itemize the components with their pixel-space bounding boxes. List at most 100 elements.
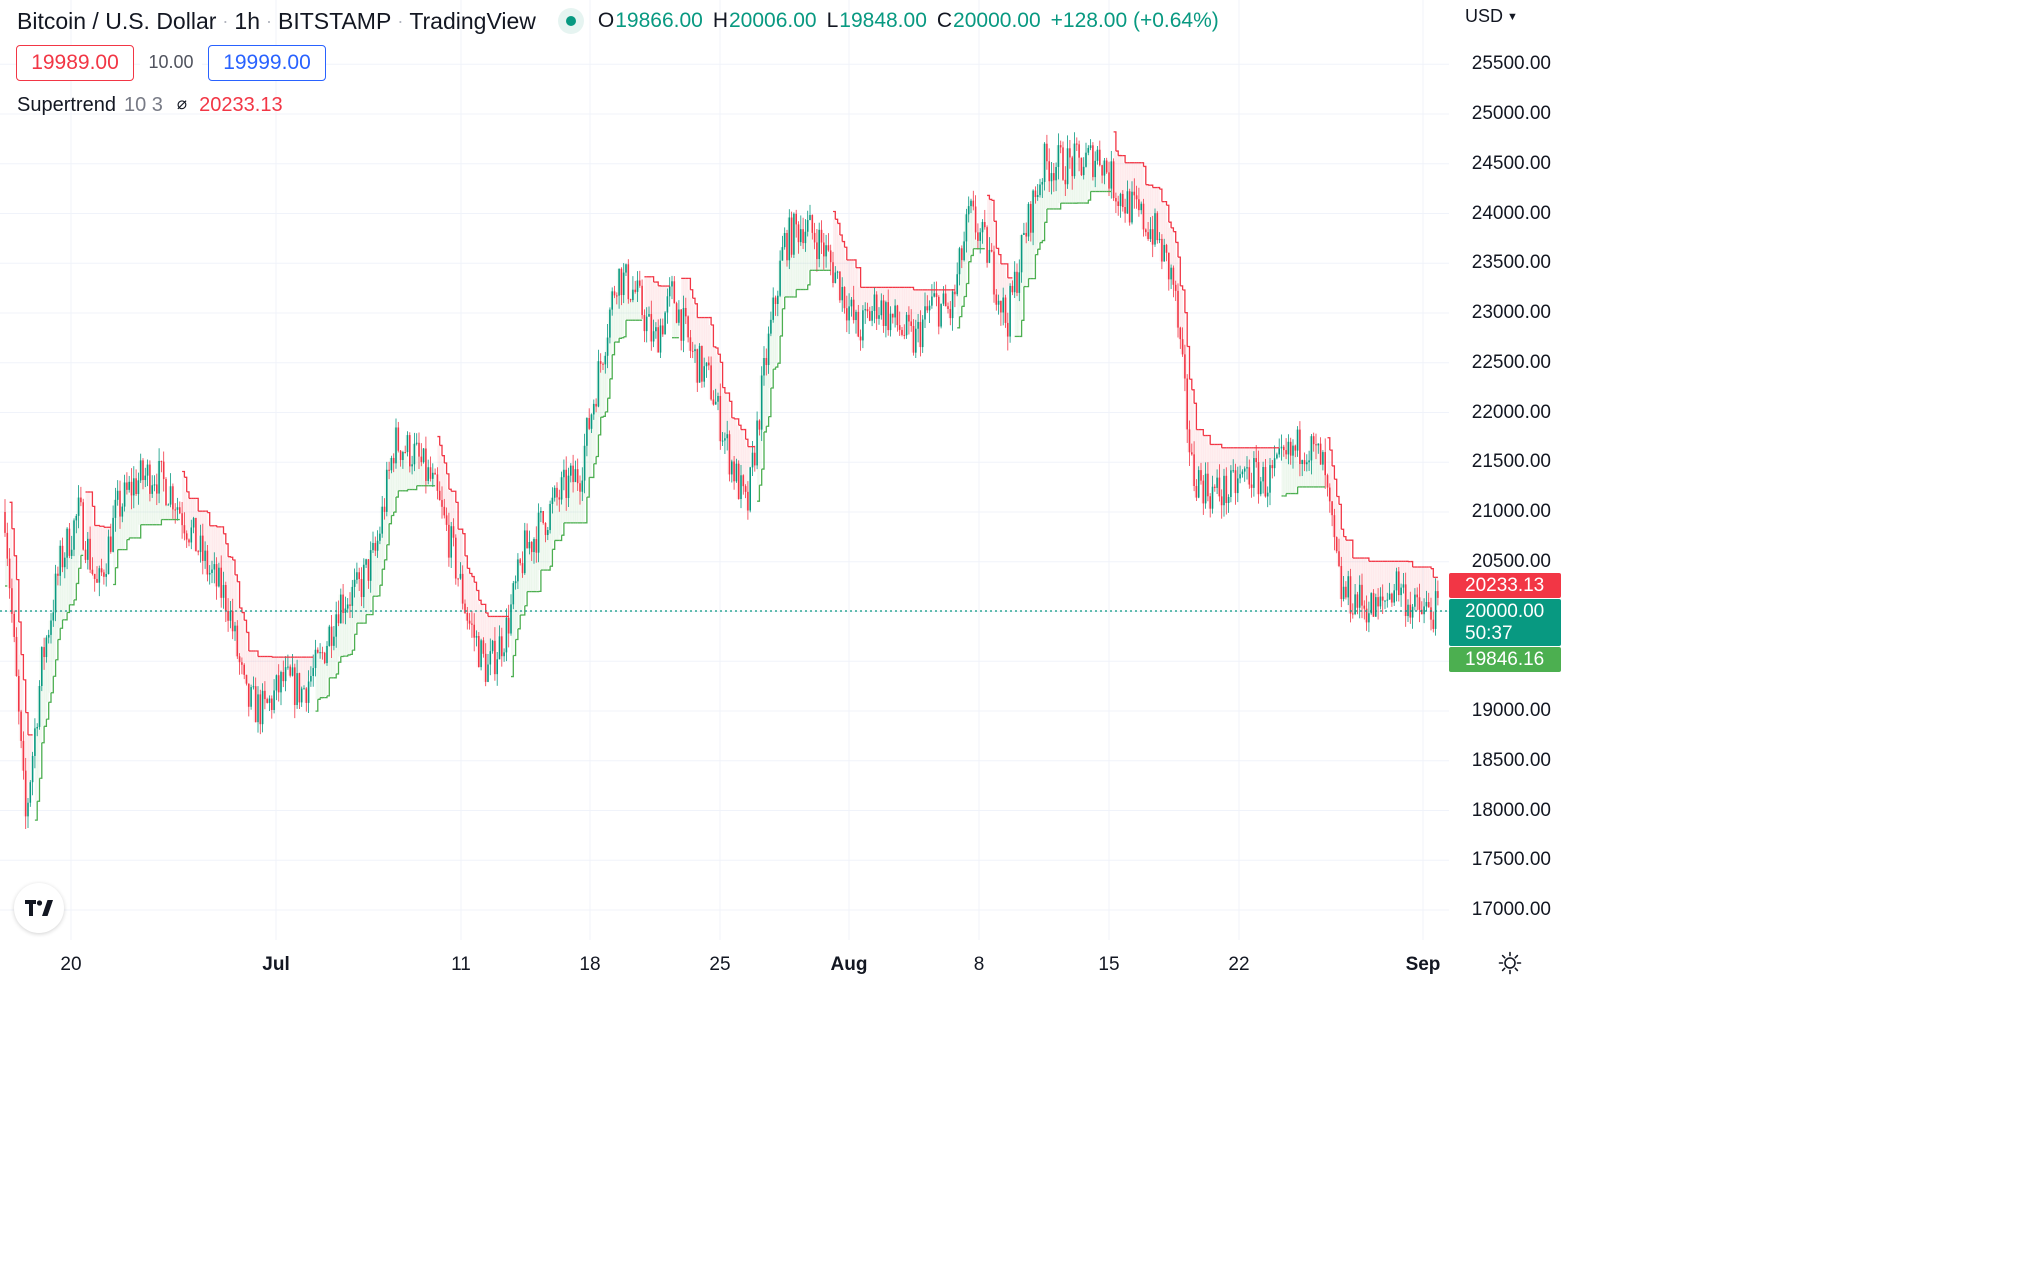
supertrend-fill-segment (320, 652, 323, 698)
supertrend-fill-segment (557, 499, 560, 541)
candle-body (1191, 452, 1193, 455)
candle-body (121, 506, 124, 517)
supertrend-up-line (113, 567, 117, 586)
supertrend-fill-segment (952, 289, 956, 295)
supertrend-fill-segment (536, 512, 539, 592)
supertrend-fill-segment (228, 557, 231, 611)
supertrend-up-line (586, 477, 590, 498)
candle-body (1361, 584, 1363, 606)
supertrend-fill-segment (462, 555, 466, 613)
candle-body (542, 510, 544, 523)
tradingview-logo-icon[interactable] (14, 883, 64, 933)
supertrend-down-line (453, 490, 457, 503)
candle-body (105, 574, 107, 577)
supertrend-fill-segment (1424, 567, 1427, 602)
candle-body (1356, 594, 1359, 608)
candle-body (537, 512, 540, 553)
candle-body (321, 652, 324, 654)
buy-price-button[interactable]: 19999.00 (208, 45, 326, 81)
supertrend-fill-segment (793, 224, 797, 290)
interval-label[interactable]: 1h (234, 7, 260, 34)
supertrend-down-line (1157, 186, 1161, 190)
candle-body (1430, 607, 1432, 620)
indicator-legend-supertrend[interactable]: Supertrend 10 3 ⌀ 20233.13 (17, 94, 283, 117)
candle-body (372, 542, 374, 551)
supertrend-fill-segment (787, 217, 790, 297)
candle-body (931, 296, 933, 306)
supertrend-fill-segment (258, 656, 261, 725)
supertrend-fill-segment (1053, 167, 1057, 209)
currency-label[interactable]: USD (1465, 6, 1504, 26)
candle-body (935, 293, 938, 297)
candle-body (243, 664, 245, 675)
supertrend-down-line (9, 501, 13, 529)
candle-body (846, 308, 848, 321)
candle-body (241, 662, 243, 665)
supertrend-down-line (18, 621, 22, 655)
candle-body (767, 333, 770, 366)
supertrend-fill-segment (1221, 447, 1225, 476)
candle-body (668, 286, 671, 297)
market-status-icon[interactable] (557, 8, 584, 34)
candle-body (480, 640, 482, 668)
candle-body (1181, 339, 1184, 355)
currency-selector[interactable]: USD ▼ (1465, 6, 1518, 27)
supertrend-fill-segment (1196, 429, 1199, 471)
candle-body (436, 474, 439, 491)
candle-body (75, 515, 78, 521)
supertrend-up-line (768, 388, 772, 418)
candle-body (894, 305, 896, 318)
supertrend-fill-segment (1000, 263, 1004, 298)
candle-body (956, 274, 958, 295)
symbol-name[interactable]: Bitcoin / U.S. Dollar (17, 7, 217, 34)
supertrend-fill-segment (566, 475, 569, 523)
supertrend-fill-segment (1251, 447, 1255, 459)
supertrend-fill-segment (639, 315, 643, 321)
candle-body (89, 538, 91, 570)
candle-body (967, 206, 970, 215)
supertrend-up-line (352, 634, 356, 651)
indicator-name[interactable]: Supertrend (17, 94, 116, 116)
candle-body (742, 475, 745, 487)
supertrend-up-line (67, 604, 71, 614)
candle-body (701, 345, 703, 382)
supertrend-fill-segment (1173, 242, 1176, 291)
candle-body (158, 460, 160, 494)
supertrend-fill-segment (1148, 185, 1151, 230)
sell-price-button[interactable]: 19989.00 (16, 45, 134, 81)
supertrend-fill-segment (948, 289, 951, 319)
candle-body (103, 572, 105, 577)
supertrend-down-line (1207, 434, 1211, 445)
candle-body (328, 626, 331, 646)
supertrend-up-line (57, 628, 61, 641)
hidden-eye-icon[interactable]: ⌀ (176, 94, 188, 113)
candle-body (1131, 191, 1133, 223)
supertrend-fill-segment (1357, 558, 1360, 585)
supertrend-down-line (987, 194, 991, 200)
candle-body (758, 420, 761, 430)
price-chart[interactable] (0, 0, 1565, 984)
supertrend-fill-segment (1419, 567, 1423, 615)
chart-settings-button[interactable] (1497, 950, 1523, 976)
supertrend-fill-segment (770, 297, 774, 370)
candle-body (229, 610, 232, 621)
supertrend-fill-segment (605, 337, 608, 399)
supertrend-fill-segment (352, 579, 355, 635)
candle-body (1076, 143, 1078, 145)
supertrend-fill-segment (1247, 447, 1250, 485)
supertrend-fill-segment (865, 287, 868, 312)
supertrend-up-line (354, 623, 358, 635)
symbol-title-row[interactable]: Bitcoin / U.S. Dollar · 1h · BITSTAMP · … (17, 6, 1219, 36)
supertrend-fill-segment (1171, 231, 1174, 285)
candle-body (1243, 468, 1246, 472)
supertrend-up-line (780, 308, 784, 337)
supertrend-up-line (1044, 208, 1048, 223)
candle-body (1096, 149, 1099, 161)
candle-body (898, 325, 901, 330)
supertrend-fill-segment (777, 260, 781, 336)
supertrend-fill-segment (239, 612, 243, 665)
supertrend-fill-segment (244, 632, 247, 684)
candle-body (680, 309, 682, 341)
candle-body (712, 399, 715, 405)
candle-body (448, 524, 450, 558)
